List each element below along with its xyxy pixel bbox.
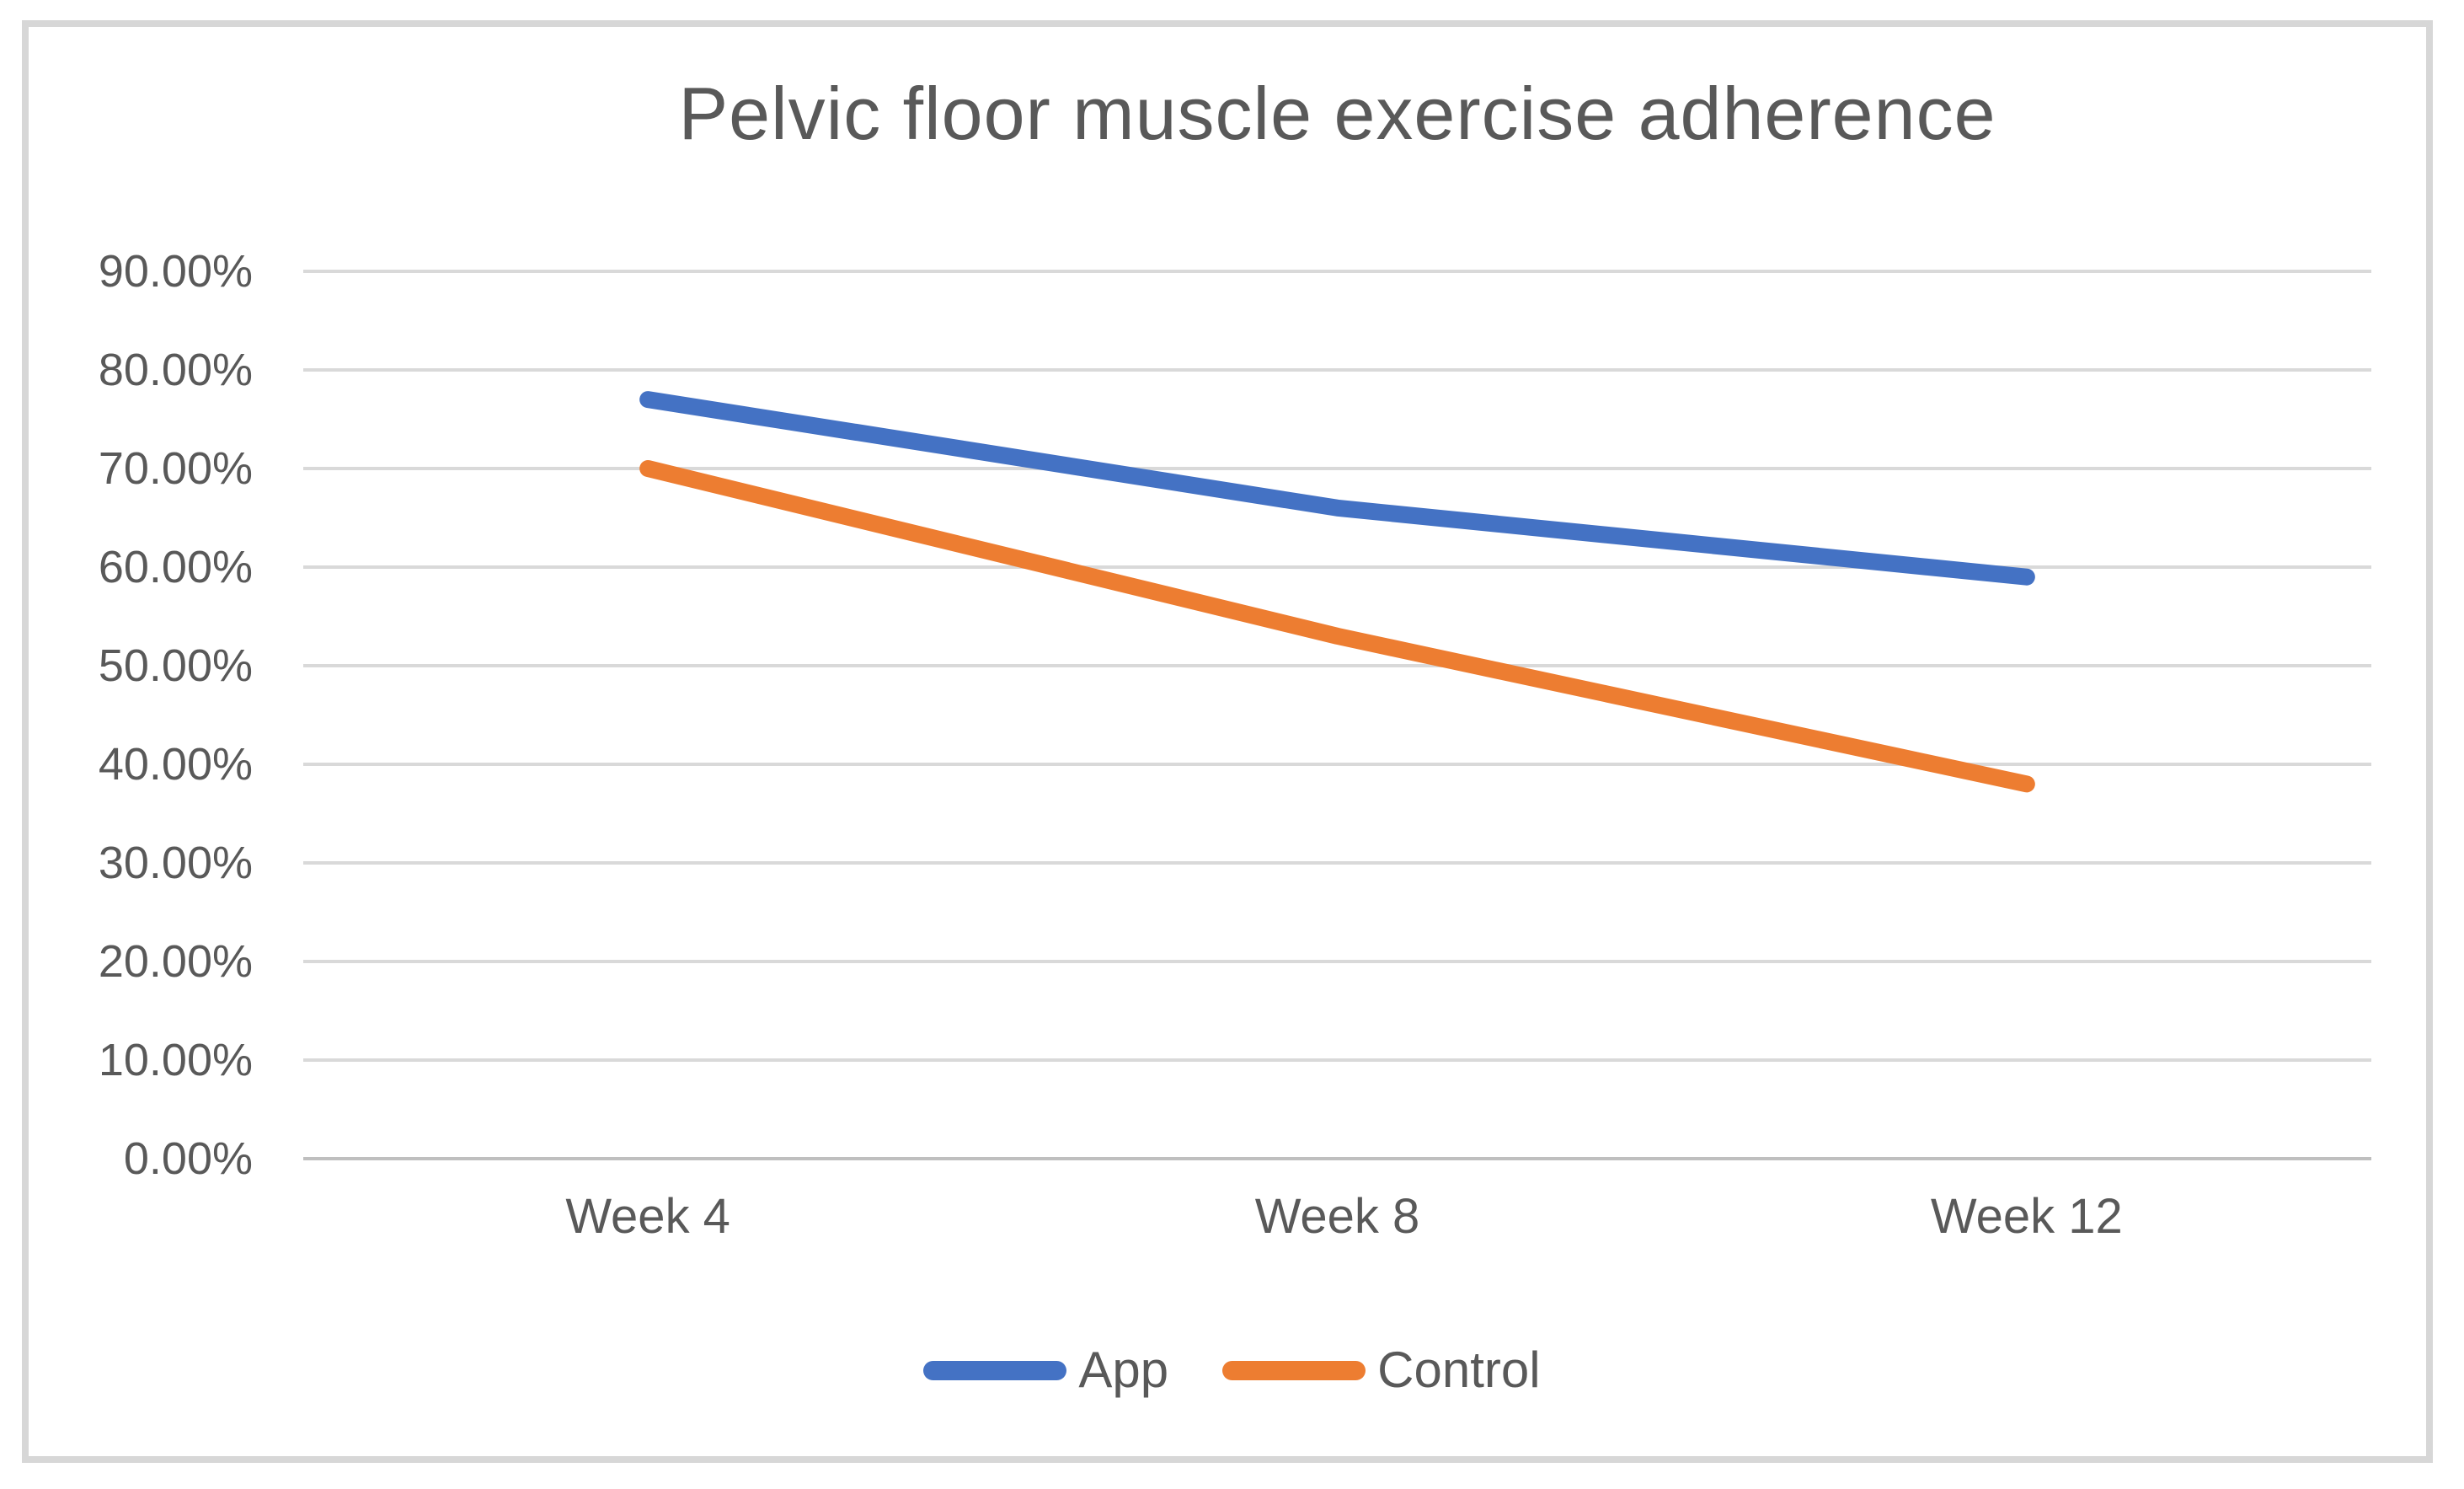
chart-title: Pelvic floor muscle exercise adherence [678,72,1996,155]
legend-label: App [1078,1342,1169,1398]
y-tick-label: 60.00% [98,542,253,592]
y-tick-label: 50.00% [98,640,253,691]
gridline [303,861,2371,865]
x-axis-line [303,1157,2371,1160]
x-tick-label: Week 12 [1930,1189,2123,1244]
series-line-control [639,460,2035,793]
gridline [303,270,2371,273]
legend-item-control: Control [1222,1342,1541,1398]
legend-swatch-app [923,1360,1067,1380]
legend-label: Control [1377,1342,1541,1398]
x-tick-label: Week 4 [565,1189,730,1244]
y-tick-label: 40.00% [98,739,253,790]
y-tick-label: 70.00% [98,443,253,494]
legend: App Control [0,1345,2464,1395]
gridline [303,664,2371,667]
y-tick-label: 80.00% [98,345,253,395]
gridline [303,1058,2371,1062]
series-line-app [639,391,2035,586]
gridline [303,467,2371,470]
y-tick-label: 30.00% [98,838,253,888]
gridline [303,368,2371,372]
x-tick-label: Week 8 [1254,1189,1420,1244]
y-tick-label: 0.00% [123,1133,253,1184]
gridline [303,960,2371,963]
gridline [303,763,2371,766]
gridline [303,565,2371,569]
y-tick-label: 90.00% [98,246,253,297]
y-tick-label: 10.00% [98,1035,253,1085]
chart-frame [22,20,2433,1463]
legend-swatch-control [1222,1360,1366,1380]
y-tick-label: 20.00% [98,936,253,987]
legend-item-app: App [923,1345,1168,1395]
